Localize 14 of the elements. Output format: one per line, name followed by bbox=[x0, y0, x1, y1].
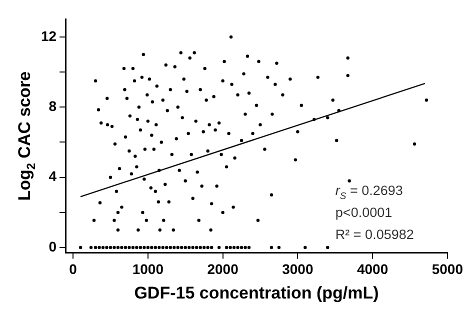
x-tick-label: 4000 bbox=[356, 261, 388, 278]
y-tick-label: 0 bbox=[48, 238, 57, 254]
x-tick-label: 0 bbox=[69, 261, 78, 278]
y-axis-title: Log2 CAC score bbox=[15, 71, 38, 201]
y-tick-label: 12 bbox=[40, 28, 57, 44]
x-axis-title: GDF-15 concentration (pg/mL) bbox=[134, 283, 379, 302]
x-tick-label: 1000 bbox=[132, 261, 164, 278]
annotation: p<0.0001 bbox=[335, 204, 392, 220]
y-tick-label: 8 bbox=[48, 98, 57, 114]
x-tick-label: 3000 bbox=[282, 261, 314, 278]
x-tick-label: 2000 bbox=[207, 261, 239, 278]
x-tick-label: 5000 bbox=[432, 261, 464, 278]
y-tick-label: 4 bbox=[48, 168, 57, 184]
annotation: R² = 0.05982 bbox=[335, 226, 414, 242]
